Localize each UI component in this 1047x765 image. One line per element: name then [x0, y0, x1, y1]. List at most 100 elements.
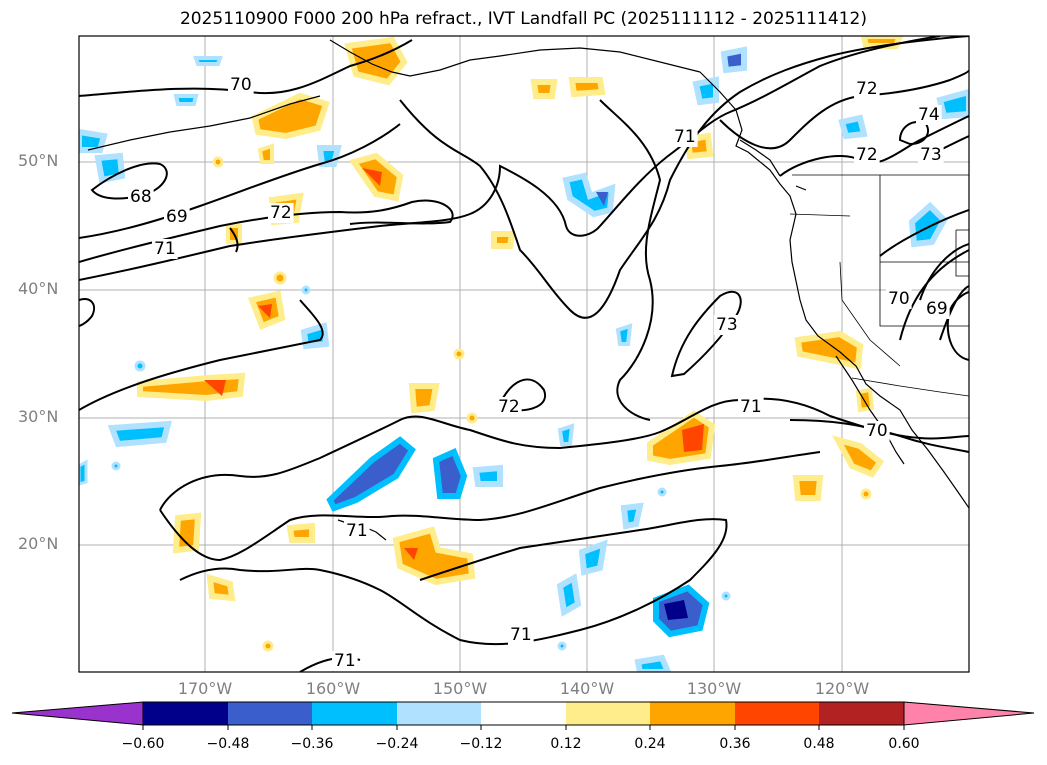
cool-patch: [908, 201, 948, 248]
state-border: [955, 229, 969, 277]
cool-patch: [300, 322, 330, 350]
cool-patch: [107, 420, 172, 448]
contour-73-inner: [670, 290, 742, 378]
contour-label-knockout: [228, 75, 254, 95]
contour-label-knockout: [508, 625, 534, 645]
colorbar-tick-label: −0.48: [206, 736, 250, 752]
colorbar-bin: [481, 702, 566, 725]
contour-label-knockout: [128, 187, 154, 207]
warm-patch: [362, 168, 382, 186]
borders: [789, 174, 969, 397]
cool-patch: [720, 46, 747, 74]
us-mexico-border: [851, 377, 969, 397]
cool-patch: [936, 88, 969, 120]
cool-patch: [557, 423, 575, 446]
warm-patch: [792, 475, 824, 501]
colorbar-bin: [650, 702, 735, 725]
warm-patch: [273, 271, 287, 285]
contour-label-knockout: [918, 145, 944, 165]
cool-patch: [578, 539, 608, 576]
cool-patch: [557, 641, 567, 651]
contour-label-knockout: [344, 521, 370, 541]
colorbar-extend-high: [903, 701, 1035, 726]
contour-70-circle: [946, 291, 969, 361]
contour-69-east: [919, 243, 969, 301]
warm-patch: [212, 156, 224, 168]
cool-patch: [134, 360, 146, 372]
contour-label-knockout: [916, 105, 942, 125]
warm-patch: [206, 573, 236, 602]
colorbar-tick-label: −0.36: [290, 736, 334, 752]
cool-patch: [79, 459, 88, 486]
contour-72-outer: [399, 36, 969, 319]
lon-label: 140°W: [559, 679, 615, 698]
map-frame-border: [78, 35, 970, 673]
contour-71-lower: [179, 518, 728, 646]
lon-label: 170°W: [177, 679, 233, 698]
cool-patch: [79, 128, 108, 153]
cool-patch: [692, 76, 719, 106]
colorbar-tick-label: −0.60: [121, 736, 165, 752]
cool-patch: [664, 600, 688, 620]
colorbar-tick-label: −0.12: [459, 736, 503, 752]
coastline-north-america: [699, 71, 969, 509]
contour-label-knockout: [714, 315, 740, 335]
contour-label-knockout: [672, 127, 698, 147]
contour-label: 72: [856, 79, 878, 99]
colorbar-tick-label: −0.24: [375, 736, 419, 752]
contour-label: 70: [866, 421, 888, 441]
contour-72-box: [79, 299, 324, 411]
colorbar-ticks: [142, 725, 905, 730]
cool-patch: [615, 323, 633, 346]
contour-label: 68: [130, 187, 152, 207]
colorbar-bin: [735, 702, 819, 725]
contour-label-knockout: [496, 397, 522, 417]
warm-patch: [453, 348, 465, 360]
contour-label: 71: [510, 625, 532, 645]
lat-label: 30°N: [18, 407, 59, 426]
lat-label: 20°N: [18, 534, 59, 553]
contour-label: 69: [166, 207, 188, 227]
cool-patch: [472, 464, 503, 487]
warm-patch: [682, 424, 704, 452]
contours: [79, 36, 969, 672]
negative-shading: [79, 46, 969, 672]
coastline-alaska: [329, 39, 701, 77]
contour-label: 71: [674, 127, 696, 147]
state-border: [789, 213, 851, 217]
contour-labels: 70 68 69 71 72 71 72 73 72 73 74 70 69 7…: [128, 75, 950, 671]
contour-label-knockout: [886, 289, 912, 309]
lon-label: 120°W: [814, 679, 870, 698]
contour-72-middle: [599, 99, 662, 421]
contour-label-knockout: [924, 299, 950, 319]
cool-patch: [596, 192, 608, 206]
contour-label-knockout: [854, 145, 880, 165]
cool-patch: [173, 94, 199, 106]
map-title: 2025110900 F000 200 hPa refract., IVT La…: [179, 9, 867, 29]
warm-patch: [258, 304, 272, 318]
colorbar: [11, 701, 1035, 730]
cool-patch: [556, 573, 582, 617]
contour-label: 73: [920, 145, 942, 165]
cool-patch: [326, 436, 416, 512]
cool-patch: [657, 487, 667, 497]
colorbar-tick-label: 0.60: [888, 736, 920, 752]
contour-label: 69: [926, 299, 948, 319]
coastline-baja: [835, 355, 905, 465]
contour-label-knockout: [268, 203, 294, 223]
cool-patch: [301, 285, 311, 295]
contour-71-west: [79, 298, 96, 327]
colorbar-outline: [142, 701, 905, 726]
warm-patch: [172, 512, 202, 554]
contour-72-west: [229, 227, 239, 253]
lat-label: 50°N: [18, 151, 59, 170]
colorbar-extend-low: [11, 701, 144, 726]
warm-patch: [568, 77, 606, 98]
contour-label-knockout: [864, 421, 890, 441]
contour-70: [79, 39, 413, 97]
warm-patch: [466, 412, 478, 424]
contour-label: 71: [334, 651, 356, 671]
contour-label: 70: [888, 289, 910, 309]
contour-71-north: [79, 199, 454, 263]
